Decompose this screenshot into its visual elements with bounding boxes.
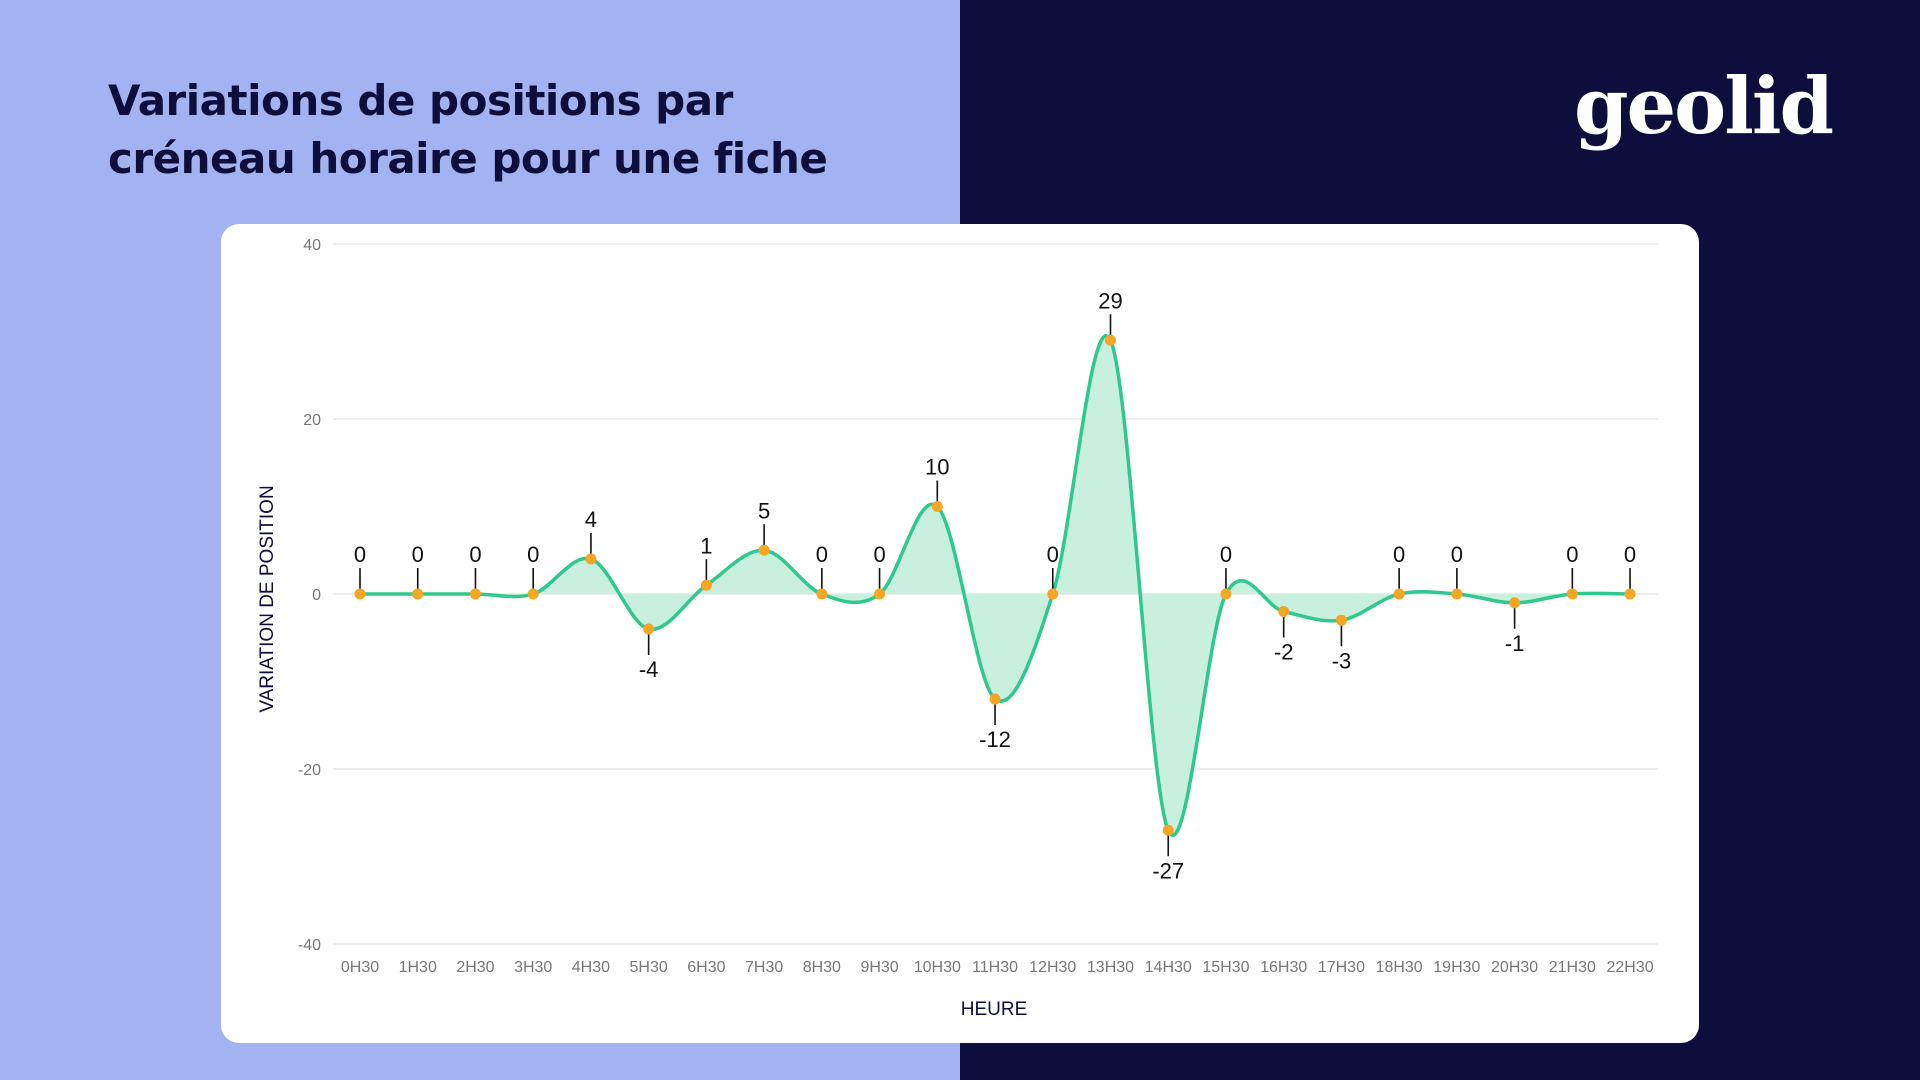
data-label: -2 — [1274, 640, 1294, 665]
x-tick-label: 15H30 — [1202, 959, 1249, 976]
x-tick-label: 20H30 — [1491, 959, 1538, 976]
data-point — [989, 693, 1001, 705]
x-tick-label: 17H30 — [1318, 959, 1365, 976]
y-tick-label: 20 — [303, 412, 321, 429]
data-point — [1509, 597, 1521, 609]
y-tick-label: -20 — [298, 762, 321, 779]
data-point — [1335, 614, 1347, 626]
data-label: -27 — [1152, 858, 1184, 883]
y-tick-label: 0 — [312, 587, 321, 604]
data-label: 0 — [1624, 542, 1636, 567]
area-fill — [360, 335, 1631, 836]
data-point — [1624, 588, 1636, 600]
y-tick-label: 40 — [303, 237, 321, 254]
data-label: 0 — [412, 542, 424, 567]
x-tick-label: 5H30 — [630, 959, 668, 976]
data-point — [1278, 606, 1290, 617]
data-label: 0 — [469, 542, 481, 567]
position-variation-chart: -40 -20 0 20 40 0 0 0 0 4 -4 1 5 0 0 10 -12 0 29 -27 0 -2 -3 0… — [257, 237, 1658, 1020]
data-point — [1451, 588, 1463, 600]
data-label: -12 — [979, 727, 1011, 752]
data-point — [758, 544, 770, 556]
data-point — [1104, 334, 1116, 346]
data-label: 0 — [1220, 542, 1232, 567]
x-tick-label: 2H30 — [456, 959, 494, 976]
data-label: 0 — [816, 542, 828, 567]
x-tick-label: 19H30 — [1433, 959, 1480, 976]
data-label: 1 — [700, 533, 712, 558]
y-tick-label: -40 — [298, 937, 321, 954]
x-tick-label: 10H30 — [914, 959, 961, 976]
chart-card: -40 -20 0 20 40 0 0 0 0 4 -4 1 5 0 0 10 -12 0 29 -27 0 -2 -3 0… — [221, 224, 1699, 1043]
data-point — [874, 588, 886, 600]
data-label: 10 — [925, 455, 949, 480]
data-point — [1047, 588, 1059, 600]
data-point — [931, 501, 943, 512]
data-label: -4 — [639, 657, 659, 682]
x-tick-label: 12H30 — [1029, 959, 1076, 976]
data-label: 29 — [1098, 288, 1122, 313]
data-label: 0 — [1451, 542, 1463, 567]
data-point — [643, 623, 655, 635]
x-tick-label: 4H30 — [572, 959, 610, 976]
data-label: 0 — [1566, 542, 1578, 567]
x-tick-label: 3H30 — [514, 959, 552, 976]
x-tick-label: 9H30 — [860, 959, 898, 976]
data-label: 0 — [1393, 542, 1405, 567]
data-point — [469, 588, 481, 600]
geolid-logo: geolid — [1574, 61, 1834, 152]
data-point — [1566, 588, 1578, 600]
x-tick-label: 6H30 — [687, 959, 725, 976]
x-tick-label: 14H30 — [1145, 959, 1192, 976]
y-axis-title: VARIATION DE POSITION — [257, 485, 278, 712]
series-line — [359, 334, 1631, 837]
x-tick-label: 21H30 — [1549, 959, 1596, 976]
x-tick-label: 18H30 — [1376, 959, 1423, 976]
data-point — [585, 553, 597, 565]
data-point — [700, 579, 712, 591]
data-point — [354, 588, 366, 600]
data-label: -1 — [1505, 631, 1525, 656]
data-label: 0 — [527, 542, 539, 567]
data-label: 0 — [873, 542, 885, 567]
data-point — [412, 588, 424, 600]
x-tick-label: 16H30 — [1260, 959, 1307, 976]
data-point — [1162, 824, 1174, 836]
data-point — [816, 588, 828, 600]
data-point — [1220, 588, 1232, 600]
x-tick-label: 11H30 — [972, 959, 1018, 976]
data-label: -3 — [1332, 648, 1352, 673]
page-title: Variations de positions par créneau hora… — [108, 76, 828, 183]
data-point — [1393, 588, 1405, 600]
x-tick-label: 0H30 — [341, 959, 379, 976]
x-tick-label: 13H30 — [1087, 959, 1134, 976]
x-tick-label: 22H30 — [1606, 959, 1653, 976]
x-axis-title: HEURE — [961, 999, 1028, 1020]
data-label: 0 — [354, 542, 366, 567]
x-tick-label: 7H30 — [745, 959, 783, 976]
data-label: 0 — [1047, 542, 1059, 567]
data-point — [527, 588, 539, 600]
x-tick-label: 8H30 — [803, 959, 841, 976]
x-tick-label: 1H30 — [399, 959, 437, 976]
data-label: 4 — [585, 507, 597, 532]
data-label: 5 — [758, 498, 770, 523]
